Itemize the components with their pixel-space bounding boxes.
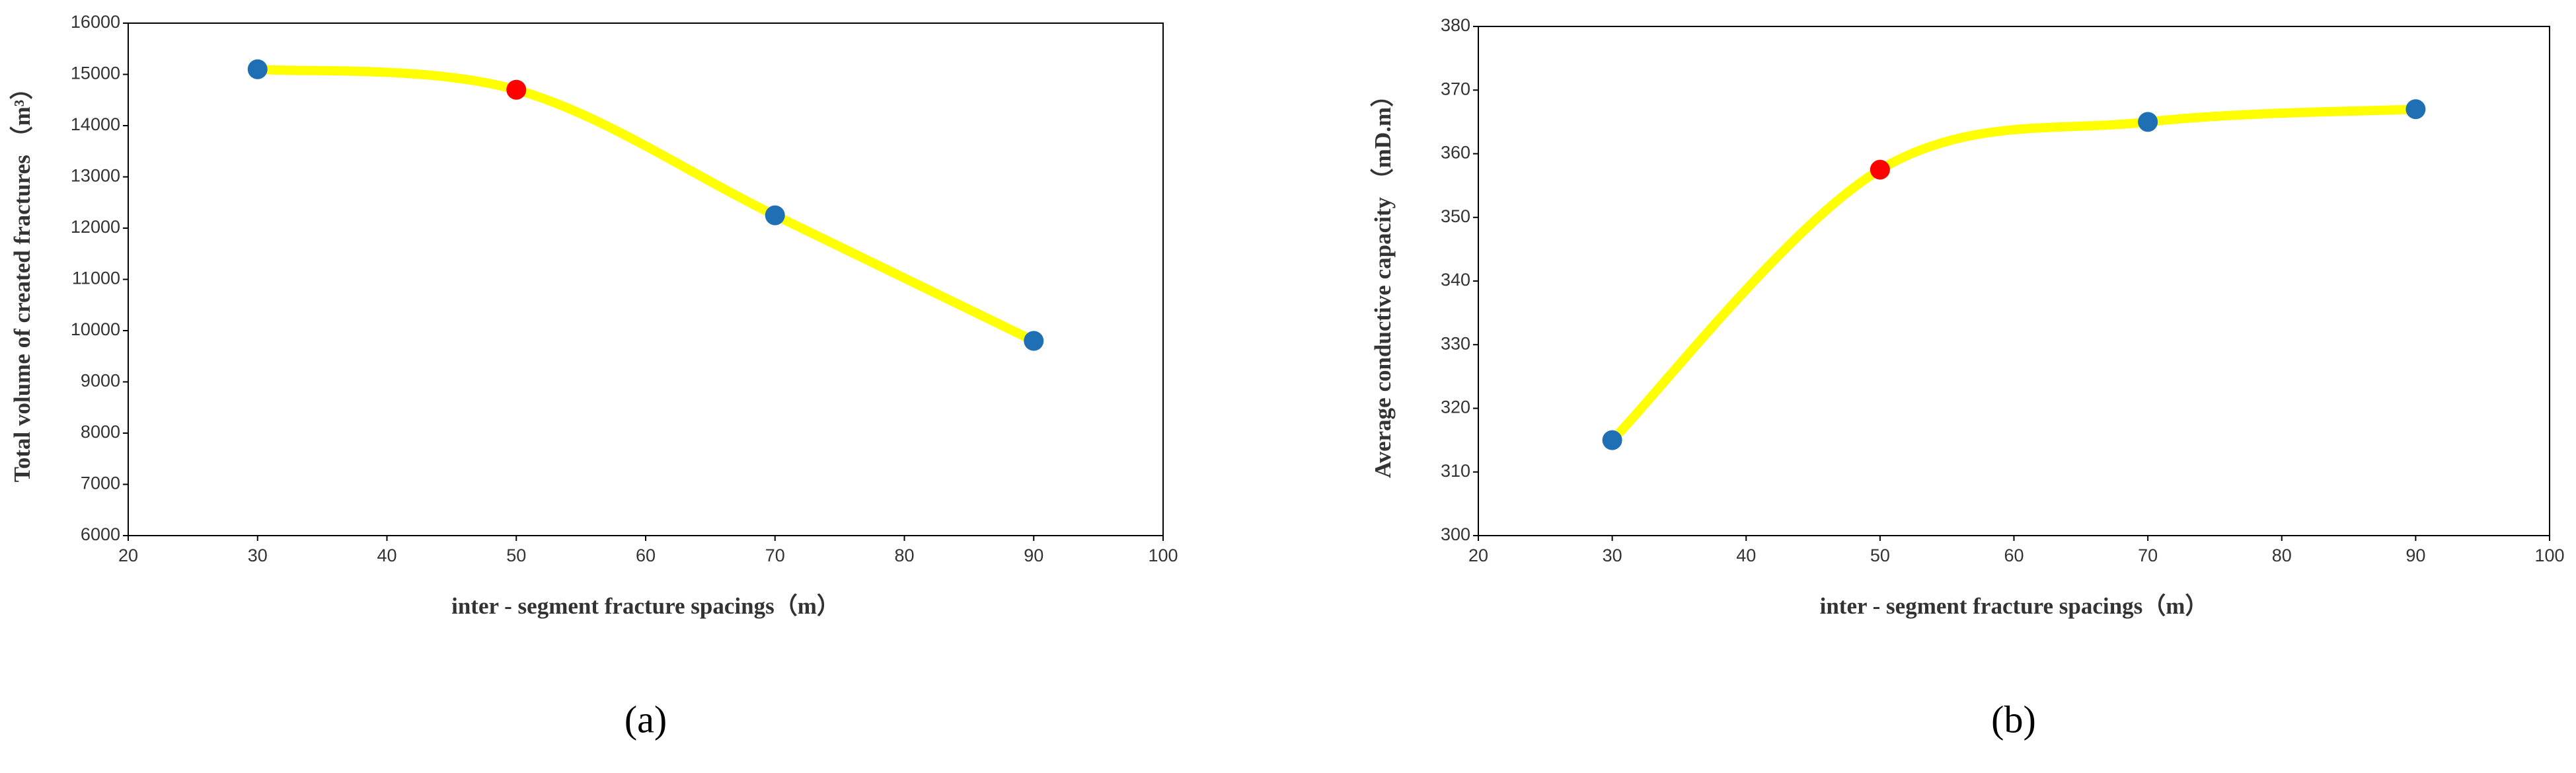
x-tick-label: 50 <box>1870 546 1890 565</box>
y-axis-title: Total volume of created fractures （m³） <box>9 77 35 482</box>
y-tick-label: 350 <box>1441 206 1470 226</box>
x-axis-title: inter - segment fracture spacings（m） <box>1820 593 2209 619</box>
y-tick-label: 6000 <box>81 524 120 544</box>
x-tick-label: 20 <box>1468 546 1488 565</box>
line <box>252 64 1039 346</box>
y-tick-label: 10000 <box>71 319 120 339</box>
x-tick-label: 80 <box>2272 546 2292 565</box>
x-tick-label: 30 <box>248 546 268 565</box>
x-tick-label: 30 <box>1603 546 1622 565</box>
caption: (b) <box>1991 698 2036 741</box>
marker <box>2138 112 2158 132</box>
marker <box>1024 331 1044 351</box>
y-tick-label: 8000 <box>81 422 120 442</box>
y-tick-label: 7000 <box>81 473 120 493</box>
marker <box>506 79 527 100</box>
marker <box>247 59 268 79</box>
x-tick-label: 40 <box>1736 546 1756 565</box>
marker <box>1602 430 1622 450</box>
y-axis-title: Average conductive capacity （mD.m） <box>1370 84 1396 478</box>
plot-area <box>1478 26 2550 536</box>
x-tick-label: 50 <box>506 546 526 565</box>
x-tick-label: 90 <box>1024 546 1043 565</box>
y-tick-label: 330 <box>1441 333 1470 353</box>
chart: 6000 7000 8000 9000 10000 11000 12000 13000 1400… <box>9 12 1178 741</box>
y-tick-label: 310 <box>1441 461 1470 481</box>
y-tick-label: 14000 <box>71 114 120 134</box>
y-tick-label: 11000 <box>72 268 120 288</box>
marker <box>1870 159 1890 180</box>
y-tick-label: 16000 <box>71 12 120 32</box>
plot-area <box>128 22 1164 536</box>
y-tick-label: 370 <box>1441 79 1470 99</box>
x-tick-label: 100 <box>1148 546 1178 565</box>
x-tick-label: 100 <box>2534 546 2564 565</box>
y-tick-label: 13000 <box>71 166 120 186</box>
x-tick-label: 40 <box>377 546 397 565</box>
y-tick-label: 340 <box>1441 270 1470 290</box>
x-tick-label: 70 <box>2138 546 2158 565</box>
y-tick-label: 9000 <box>81 371 120 391</box>
x-tick-label: 80 <box>894 546 914 565</box>
caption: (a) <box>625 698 667 741</box>
line <box>1607 104 2421 445</box>
y-tick-label: 380 <box>1441 15 1470 35</box>
y-tick-label: 12000 <box>71 217 120 237</box>
x-tick-label: 60 <box>2004 546 2024 565</box>
x-tick-label: 90 <box>2406 546 2425 565</box>
x-axis-title: inter - segment fracture spacings（m） <box>451 593 840 619</box>
marker <box>765 205 785 225</box>
marker <box>2406 99 2426 120</box>
chart: 300 310 320 330 340 350 360 370 380 20 30 40 50 60 70 8… <box>1370 15 2565 741</box>
x-tick-label: 20 <box>118 546 138 565</box>
y-tick-label: 320 <box>1441 397 1470 417</box>
y-tick-label: 15000 <box>71 63 120 83</box>
y-tick-label: 360 <box>1441 143 1470 163</box>
y-tick-label: 300 <box>1441 524 1470 544</box>
x-tick-label: 60 <box>636 546 656 565</box>
x-tick-label: 70 <box>765 546 785 565</box>
